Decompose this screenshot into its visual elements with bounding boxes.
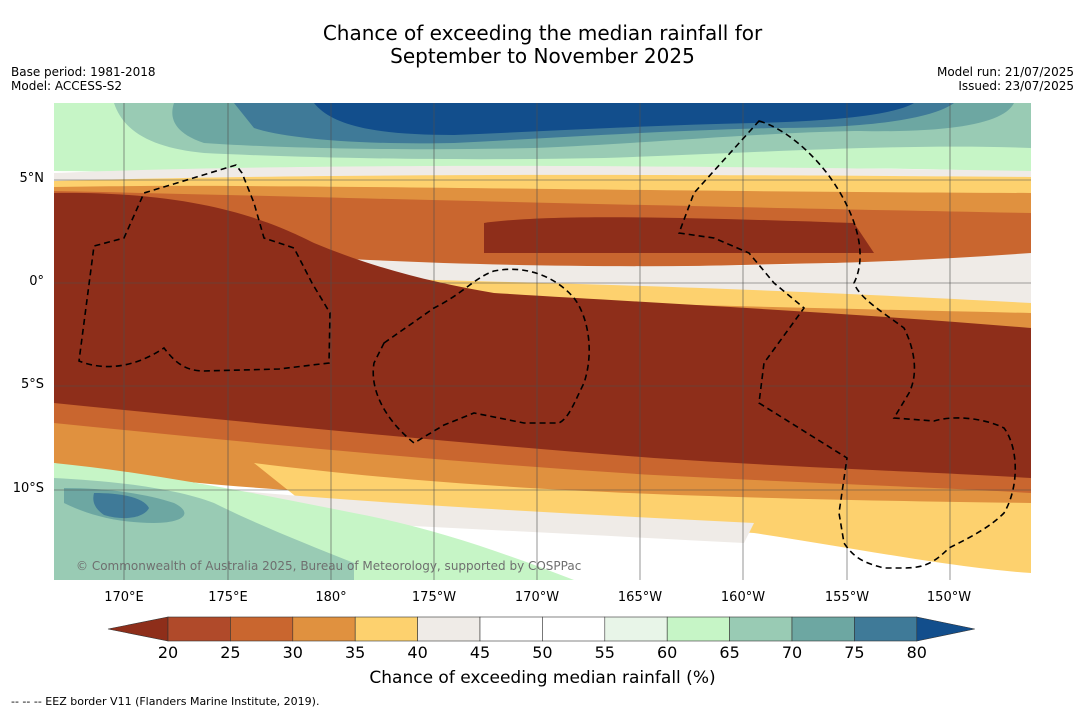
colorbar-segment bbox=[604, 616, 668, 642]
colorbar-tick-label: 25 bbox=[220, 643, 241, 662]
colorbar-tick-label: 45 bbox=[469, 643, 491, 662]
map-canvas: © Commonwealth of Australia 2025, Bureau… bbox=[54, 103, 1031, 580]
lat-label-5n: 5°N bbox=[19, 171, 45, 186]
model-name: Model: ACCESS-S2 bbox=[11, 79, 123, 93]
band-south-orange2 bbox=[54, 423, 1031, 523]
lon-label-160w: 160°W bbox=[720, 590, 766, 605]
lon-label-175w: 175°W bbox=[411, 590, 457, 605]
colorbar-segment bbox=[292, 616, 356, 642]
rainfall-map: © Commonwealth of Australia 2025, Bureau… bbox=[54, 103, 1031, 580]
colorbar-tick-label: 60 bbox=[657, 643, 678, 662]
colorbar-tick-label: 65 bbox=[719, 643, 740, 662]
colorbar-extend-high bbox=[916, 616, 975, 642]
meta-left: Base period: 1981-2018 Model: ACCESS-S2 bbox=[11, 65, 156, 93]
colorbar-extend-low bbox=[107, 616, 169, 642]
lon-label-175e: 175°E bbox=[208, 590, 248, 605]
map-title: Chance of exceeding the median rainfall … bbox=[0, 22, 1085, 68]
lon-label-170e: 170°E bbox=[104, 590, 144, 605]
eez-border-east bbox=[677, 120, 1017, 569]
colorbar-tick-label: 55 bbox=[594, 643, 615, 662]
colorbar-segment bbox=[167, 616, 231, 642]
lat-label-0: 0° bbox=[29, 274, 44, 289]
band-north-darkest bbox=[314, 103, 914, 135]
colorbar-tick-label: 70 bbox=[781, 643, 803, 662]
title-line-2: September to November 2025 bbox=[390, 44, 695, 68]
colorbar-segment bbox=[230, 616, 294, 642]
issued-date: Issued: 23/07/2025 bbox=[958, 79, 1074, 93]
band-core-dark bbox=[54, 192, 1031, 485]
band-south-beige bbox=[154, 483, 754, 543]
colorbar-title: Chance of exceeding median rainfall (%) bbox=[369, 668, 716, 688]
eez-border-central bbox=[372, 268, 590, 444]
colorbar-tick-label: 80 bbox=[906, 643, 927, 662]
colorbar-segment bbox=[542, 616, 606, 642]
eez-border-west bbox=[78, 164, 331, 372]
colorbar-segment bbox=[354, 616, 418, 642]
lat-label-10s: 10°S bbox=[12, 481, 44, 496]
colorbar-tick-label: 50 bbox=[532, 643, 553, 662]
colorbar-segment bbox=[854, 616, 918, 642]
colorbar-segment bbox=[791, 616, 855, 642]
colorbar-tick-label: 40 bbox=[407, 643, 428, 662]
meta-right: Model run: 21/07/2025 Issued: 23/07/2025 bbox=[937, 65, 1074, 93]
lon-label-170w: 170°W bbox=[514, 590, 560, 605]
colorbar-tick-label: 20 bbox=[157, 643, 179, 662]
copyright-text: © Commonwealth of Australia 2025, Bureau… bbox=[76, 559, 581, 573]
band-south-orange bbox=[54, 403, 1031, 498]
band-south-blue bbox=[93, 493, 149, 519]
base-period: Base period: 1981-2018 bbox=[11, 65, 156, 79]
colorbar bbox=[107, 616, 975, 642]
lon-label-150w: 150°W bbox=[926, 590, 972, 605]
lon-label-165w: 165°W bbox=[617, 590, 663, 605]
lat-label-5s: 5°S bbox=[20, 377, 44, 392]
band-core-darker bbox=[484, 217, 874, 253]
colorbar-tick-label: 75 bbox=[844, 643, 865, 662]
model-run: Model run: 21/07/2025 bbox=[936, 65, 1074, 79]
title-line-1: Chance of exceeding the median rainfall … bbox=[322, 21, 763, 45]
colorbar-tick-label: 35 bbox=[345, 643, 366, 662]
graticule bbox=[54, 103, 1031, 580]
colorbar-segment bbox=[666, 616, 730, 642]
eez-footer-note: -- -- -- EEZ border V11 (Flanders Marine… bbox=[11, 695, 320, 708]
lon-label-155w: 155°W bbox=[824, 590, 870, 605]
colorbar-tick-label: 30 bbox=[282, 643, 303, 662]
lon-label-180: 180° bbox=[315, 590, 347, 605]
colorbar-segment bbox=[417, 616, 481, 642]
eez-borders bbox=[78, 120, 1017, 569]
colorbar-segment bbox=[729, 616, 793, 642]
colorbar-segment bbox=[479, 616, 543, 642]
